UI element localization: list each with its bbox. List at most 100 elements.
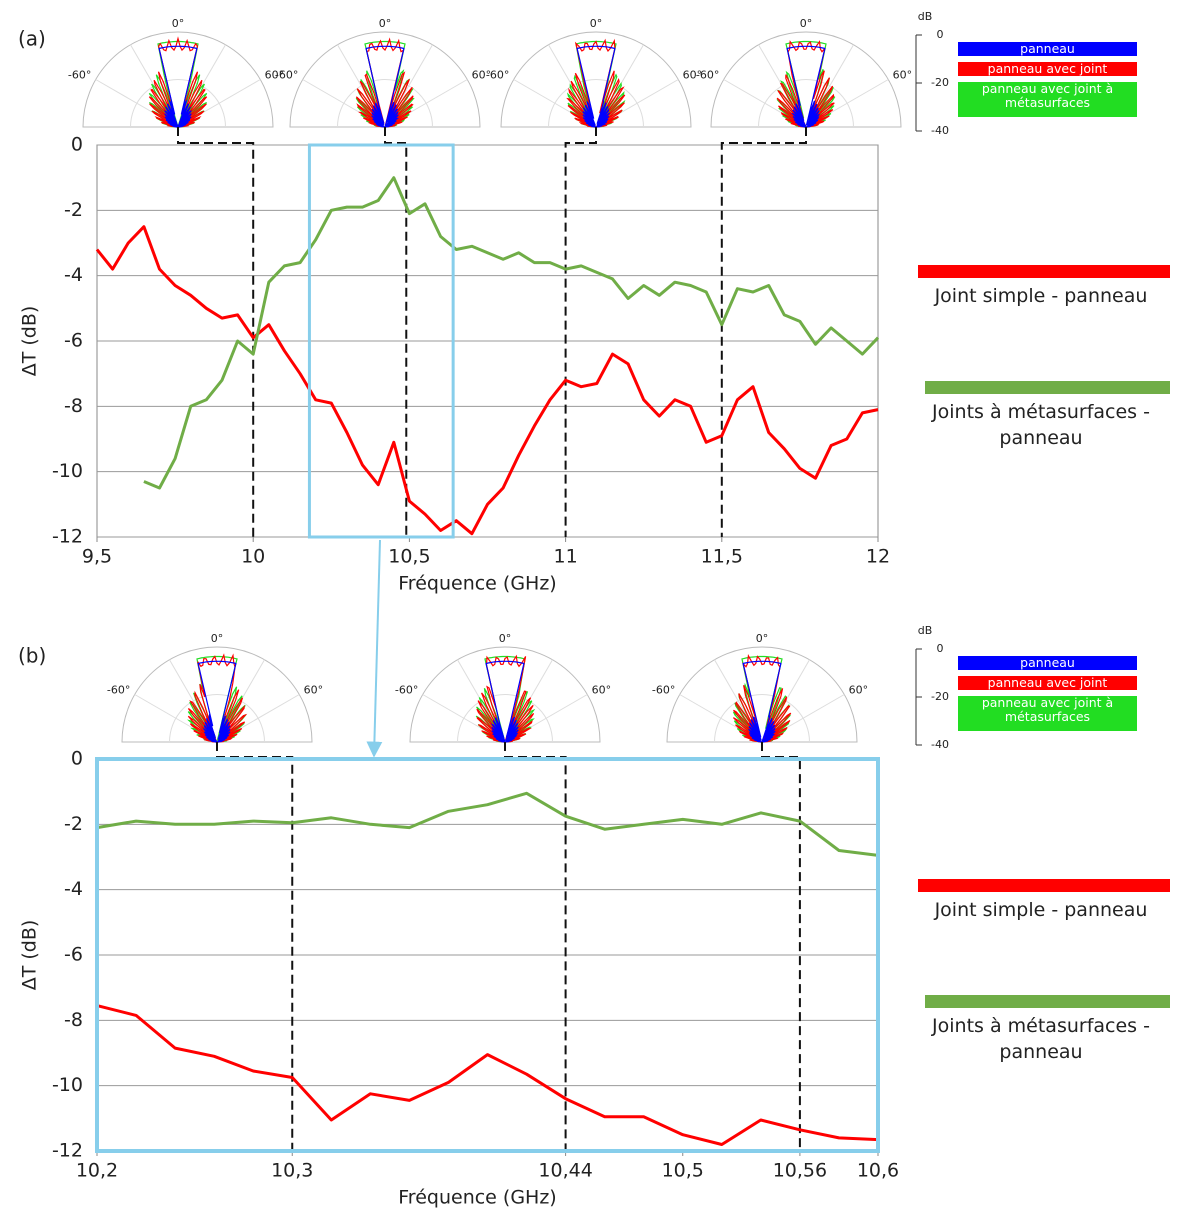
polar-legend-entry: panneau avec joint à métasurfaces <box>982 82 1113 110</box>
polar-angle-label: 60° <box>304 684 324 697</box>
marker-line <box>177 127 255 537</box>
y-tick-label: -10 <box>52 460 83 482</box>
legend-entry-text: Joint simple - panneau <box>934 899 1148 921</box>
polar-legend-swatch <box>958 82 1137 117</box>
y-tick-label: -4 <box>64 264 83 286</box>
y-tick-label: -2 <box>64 813 83 835</box>
polar-scale-label: 0 <box>937 642 944 655</box>
polar-inset: 0° -60° 60° <box>275 17 492 128</box>
legend-entry-text: Joint simple - panneau <box>934 285 1148 307</box>
x-tick-label: 10,56 <box>773 1160 827 1182</box>
polar-frame <box>666 646 858 743</box>
zoom-frame <box>95 757 880 1153</box>
legend-entry-text: Joints à métasurfaces - panneau <box>932 1015 1150 1063</box>
polar-angle-label: -60° <box>68 69 91 82</box>
polar-angle-label: 0° <box>499 632 512 645</box>
polar-legend-swatch <box>958 656 1137 670</box>
polar-inset: 0° -60° 60° <box>68 17 285 128</box>
y-tick-label: -12 <box>52 1140 83 1162</box>
polar-angle-label: -60° <box>652 684 675 697</box>
polar-inset: 0° -60° 60° <box>652 632 869 743</box>
y-tick-label: 0 <box>71 748 83 770</box>
legend-swatch <box>925 995 1170 1008</box>
polar-angle-label: 60° <box>592 684 612 697</box>
zoom-box <box>307 143 455 539</box>
polar-pattern <box>485 660 525 743</box>
polar-inset: 0° -60° 60° <box>486 17 703 128</box>
y-tick-label: -12 <box>52 526 83 548</box>
marker-line <box>720 127 807 537</box>
legend-entry: Joint simple - panneau <box>934 285 1148 307</box>
x-tick-label: 11,5 <box>701 546 743 568</box>
polar-frame <box>500 31 692 128</box>
polar-angle-label: 60° <box>683 69 703 82</box>
series-line <box>95 225 879 536</box>
legend-entry: Joints à métasurfaces - panneau <box>932 401 1150 449</box>
polar-angle-label: 0° <box>172 17 185 30</box>
legend-swatch <box>918 265 1170 278</box>
polar-scale-label: -20 <box>931 690 949 703</box>
polar-pattern <box>197 660 237 743</box>
polar-frame <box>710 31 902 128</box>
y-tick-label: -4 <box>64 878 83 900</box>
x-tick-label: 9,5 <box>82 546 112 568</box>
y-tick-label: -8 <box>64 1009 83 1031</box>
x-tick-label: 10,3 <box>271 1160 313 1182</box>
polar-ring <box>714 694 810 743</box>
polar-legend-entry-text: panneau avec joint <box>987 676 1108 690</box>
polar-pattern <box>786 45 826 128</box>
polar-pattern <box>732 654 792 743</box>
polar-legend-swatch <box>958 62 1137 76</box>
marker-line <box>564 127 597 537</box>
y-tick-label: -8 <box>64 395 83 417</box>
polar-pattern <box>566 38 626 128</box>
polar-legend-entry-text: panneau <box>1020 42 1075 56</box>
y-tick-label: -6 <box>64 330 83 352</box>
polar-inset: 0° -60° 60° <box>395 632 612 743</box>
polar-pattern <box>365 45 405 128</box>
polar-pattern <box>576 45 616 128</box>
polar-frame <box>409 646 601 743</box>
polar-scale-label: -20 <box>931 76 949 89</box>
polar-angle-label: 60° <box>893 69 913 82</box>
polar-angle-label: 60° <box>472 69 492 82</box>
polar-angle-label: 0° <box>800 17 813 30</box>
polar-legend-entry-text: panneau <box>1020 656 1075 670</box>
polar-legend-swatch <box>958 42 1137 56</box>
polar-pattern <box>148 36 208 128</box>
polar-angle-label: -60° <box>275 69 298 82</box>
x-tick-label: 10,5 <box>388 546 430 568</box>
polar-unit: dB <box>918 624 933 637</box>
y-tick-label: -6 <box>64 944 83 966</box>
y-tick-label: -2 <box>64 199 83 221</box>
polar-angle-label: 60° <box>265 69 285 82</box>
marker-line <box>216 742 294 1151</box>
series-line <box>143 176 880 490</box>
polar-legend-entry-text: panneau avec joint à métasurfaces <box>981 696 1114 724</box>
polar-legend-swatch <box>958 696 1137 731</box>
polar-inset: 0° -60° 60° <box>107 632 324 743</box>
legend-entry-text: Joints à métasurfaces - panneau <box>932 401 1150 449</box>
polar-legend-entry-text: panneau avec joint <box>987 62 1108 76</box>
x-tick-label: 12 <box>866 546 890 568</box>
polar-unit: dB <box>918 10 933 23</box>
legend-entry: Joint simple - panneau <box>934 899 1148 921</box>
polar-inset: 0° -60° 60° <box>696 17 913 128</box>
polar-legend-entry: panneau <box>1020 656 1075 670</box>
panel-label: (b) <box>18 644 46 668</box>
polar-angle-label: -60° <box>486 69 509 82</box>
polar-legend-entry: panneau avec joint <box>987 676 1108 690</box>
y-tick-label: 0 <box>71 134 83 156</box>
x-tick-label: 10,44 <box>538 1160 592 1182</box>
polar-angle-label: 60° <box>849 684 869 697</box>
y-axis-label: ΔT (dB) <box>19 306 41 377</box>
x-tick-label: 10 <box>241 546 265 568</box>
polar-angle-label: 0° <box>211 632 224 645</box>
x-tick-label: 10,5 <box>662 1160 704 1182</box>
x-tick-label: 10,6 <box>857 1160 899 1182</box>
polar-ring <box>758 79 854 128</box>
polar-ring <box>169 694 265 743</box>
polar-pattern <box>158 45 198 128</box>
legend-swatch <box>925 381 1170 394</box>
polar-angle-label: 0° <box>756 632 769 645</box>
